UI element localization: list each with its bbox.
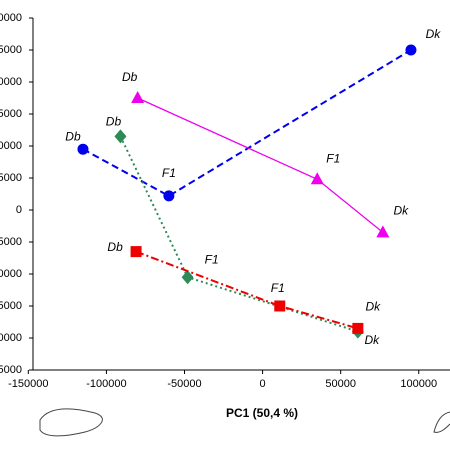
y-tick-label: 20000 — [0, 76, 22, 88]
point-label: Dk — [394, 204, 410, 218]
series-line — [135, 250, 359, 330]
x-tick-label: 50000 — [325, 378, 356, 390]
marker — [352, 322, 364, 334]
point-label: Dk — [365, 333, 381, 347]
leaf-outline — [433, 411, 450, 433]
x-axis-label: PC1 (50,4 %) — [226, 406, 298, 420]
y-tick-label: -25000 — [0, 364, 22, 376]
y-tick-label: -5000 — [0, 236, 22, 248]
marker — [131, 91, 145, 103]
y-tick-label: 0 — [16, 204, 22, 216]
leaf-outline — [39, 408, 103, 437]
marker — [163, 190, 175, 202]
y-tick-label: 10000 — [0, 140, 22, 152]
point-label: F1 — [162, 166, 176, 180]
y-tick-label: -10000 — [0, 268, 22, 280]
series-line — [119, 135, 359, 333]
marker — [376, 225, 390, 238]
x-tick-label: -50000 — [167, 378, 201, 390]
marker — [310, 172, 324, 185]
x-tick-label: 0 — [260, 378, 266, 390]
marker — [274, 300, 286, 312]
y-tick-label: 25000 — [0, 44, 22, 56]
y-tick-label: 5000 — [0, 172, 22, 184]
point-label: F1 — [271, 281, 285, 295]
marker — [130, 246, 142, 258]
y-tick-label: -20000 — [0, 332, 22, 344]
marker — [114, 129, 127, 144]
marker — [405, 44, 417, 56]
marker — [181, 270, 194, 285]
point-label: Db — [122, 70, 138, 84]
point-label: F1 — [326, 151, 340, 165]
point-label: Dk — [366, 300, 382, 314]
y-tick-label: 30000 — [0, 12, 22, 24]
point-label: Db — [65, 129, 81, 143]
point-label: Dk — [426, 27, 442, 41]
series-line — [82, 49, 412, 198]
x-tick-label: 100000 — [400, 378, 437, 390]
x-tick-label: -100000 — [86, 378, 126, 390]
y-tick-label: 15000 — [0, 108, 22, 120]
point-label: Db — [106, 115, 122, 129]
x-tick-label: -150000 — [8, 378, 48, 390]
point-label: F1 — [205, 252, 219, 266]
point-label: Db — [107, 240, 123, 254]
y-tick-label: -15000 — [0, 300, 22, 312]
marker — [77, 143, 89, 155]
